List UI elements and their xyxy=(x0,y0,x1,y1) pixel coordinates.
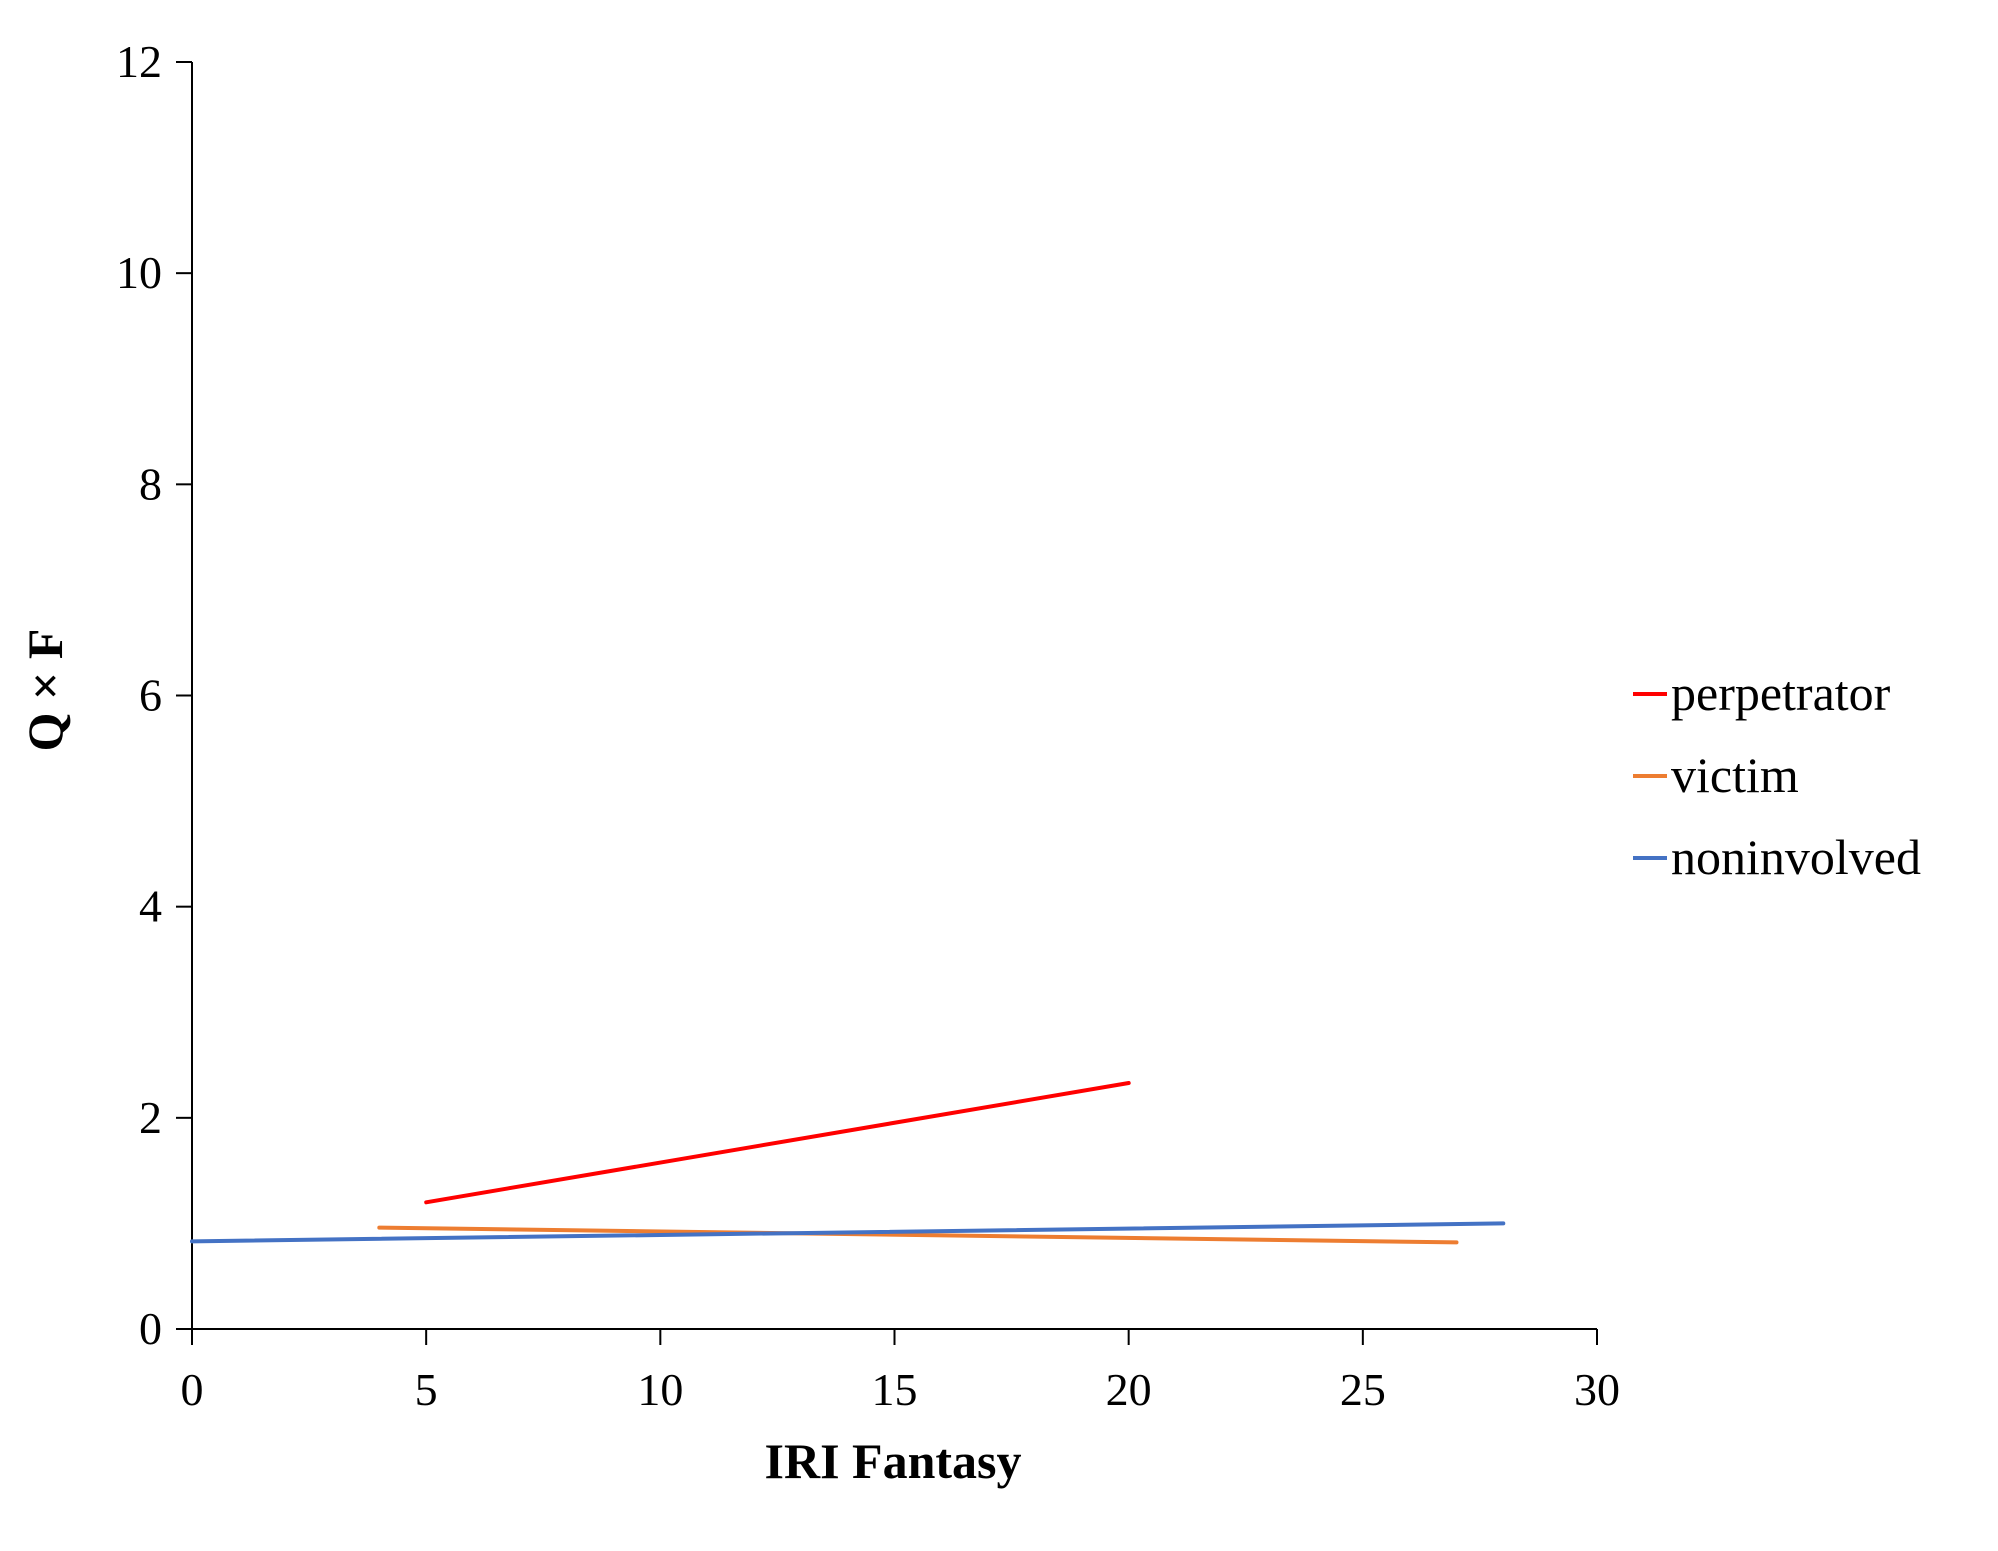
x-tick-label: 5 xyxy=(415,1364,438,1415)
axes xyxy=(191,62,1597,1330)
y-tick-label: 2 xyxy=(139,1092,162,1143)
x-tick-label: 15 xyxy=(872,1364,918,1415)
y-axis-title: Q × F xyxy=(17,629,73,752)
legend-item-victim: victim xyxy=(1633,747,1799,803)
y-tick-label: 4 xyxy=(139,881,162,932)
legend-item-noninvolved: noninvolved xyxy=(1633,829,1921,885)
y-axis-ticks: 0 2 4 6 8 10 12 xyxy=(116,36,192,1354)
y-tick-label: 10 xyxy=(116,247,162,298)
legend-label: victim xyxy=(1671,747,1799,803)
legend-item-perpetrator: perpetrator xyxy=(1633,665,1891,721)
x-axis-title: IRI Fantasy xyxy=(765,1433,1022,1489)
y-tick-label: 6 xyxy=(139,670,162,721)
series-line-perpetrator xyxy=(424,1081,1131,1205)
series-line-victim xyxy=(377,1225,1459,1245)
series-lines xyxy=(190,1081,1506,1245)
y-tick-label: 8 xyxy=(139,458,162,509)
y-tick-label: 12 xyxy=(116,36,162,87)
x-tick-label: 20 xyxy=(1106,1364,1152,1415)
x-tick-label: 25 xyxy=(1340,1364,1386,1415)
series-line-noninvolved xyxy=(190,1221,1506,1244)
x-tick-label: 30 xyxy=(1574,1364,1620,1415)
x-axis-ticks: 0 5 10 15 20 25 30 xyxy=(181,1329,1620,1415)
y-tick-label: 0 xyxy=(139,1303,162,1354)
legend-label: perpetrator xyxy=(1671,665,1891,721)
legend: perpetrator victim noninvolved xyxy=(1633,665,1921,885)
x-tick-label: 10 xyxy=(637,1364,683,1415)
legend-label: noninvolved xyxy=(1671,829,1921,885)
x-tick-label: 0 xyxy=(181,1364,204,1415)
